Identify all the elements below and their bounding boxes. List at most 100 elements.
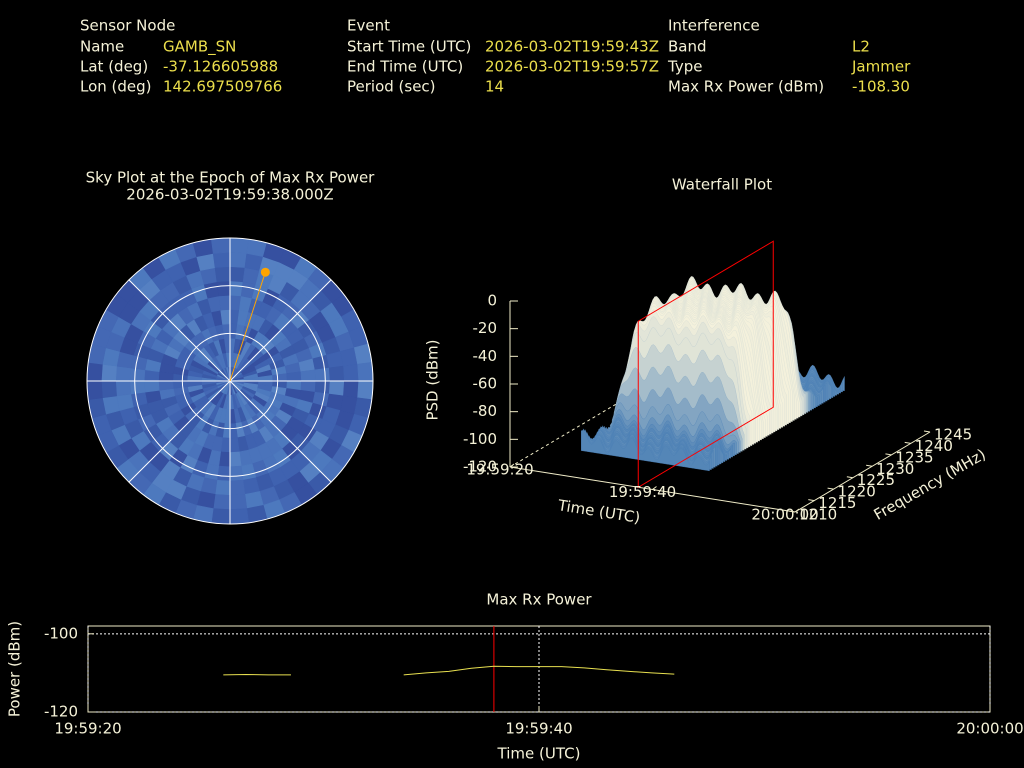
field-value: 2026-03-02T19:59:57Z (485, 58, 659, 76)
y-tick-label: 1210 (799, 506, 837, 524)
z-axis-label: PSD (dBm) (424, 339, 442, 420)
chart-subtitle: 2026-03-02T19:59:38.000Z (126, 186, 333, 204)
heatmap-cell (357, 380, 373, 401)
section-title: Sensor Node (80, 17, 175, 35)
z-tick-label: -120 (463, 458, 497, 476)
x-tick-label: 19:59:20 (466, 461, 533, 479)
heatmap-cell (229, 251, 248, 268)
y-tick (923, 430, 931, 433)
sky-heatmap (87, 238, 373, 524)
heatmap-cell (158, 380, 174, 391)
field-value: 2026-03-02T19:59:43Z (485, 38, 659, 56)
field-value: -108.30 (852, 78, 910, 96)
heatmap-cell (229, 465, 244, 482)
z-tick-label: -80 (473, 402, 498, 420)
x-tick (652, 486, 657, 490)
heatmap-cell (214, 479, 231, 496)
y-tick (866, 464, 873, 467)
field-label: Band (668, 38, 707, 56)
frequency-axis (794, 431, 931, 513)
z-tick-label: 0 (487, 292, 497, 310)
y-tick (885, 453, 892, 456)
field-label: Type (667, 58, 702, 76)
x-tick-label: 19:59:40 (505, 720, 572, 738)
heatmap-cell (129, 367, 146, 382)
y-tick-label: 1245 (934, 426, 972, 444)
satellite-point (260, 267, 270, 277)
back-axis (509, 386, 646, 468)
heatmap-cell (100, 363, 117, 382)
heatmap-cell (357, 361, 373, 382)
heatmap-cell (328, 365, 345, 382)
heatmap-cell (212, 494, 231, 511)
heatmap-cell (229, 508, 250, 524)
heatmap-cell (314, 380, 331, 395)
epoch-plane (637, 240, 774, 489)
power-plot: Max Rx Power -120 -100 19:59:20 19:59:40 20:0… (6, 591, 1024, 763)
field-label: Lon (deg) (80, 78, 152, 96)
field-value: -37.126605988 (163, 58, 278, 76)
y-axis-label: Power (dBm) (6, 621, 24, 717)
heatmap-cell (216, 280, 231, 297)
heatmap-cell (87, 380, 103, 401)
y-tick (827, 487, 834, 490)
field-value: Jammer (851, 58, 911, 76)
heatmap-cell (229, 437, 240, 453)
heatmap-cell (229, 494, 248, 511)
field-value: 14 (485, 78, 504, 96)
heatmap-cell (143, 380, 160, 393)
heatmap-cell (286, 371, 302, 382)
x-tick-label: 19:59:40 (609, 483, 676, 501)
power-line (223, 665, 675, 676)
heatmap-cell (343, 380, 360, 399)
sky-plot: Sky Plot at the Epoch of Max Rx Power202… (86, 169, 376, 525)
heatmap-cell (129, 380, 146, 395)
heatmap-cell (87, 361, 103, 382)
heatmap-cell (210, 508, 231, 524)
y-tick-label: -100 (44, 624, 78, 642)
field-label: Max Rx Power (dBm) (668, 78, 824, 96)
field-label: Period (sec) (347, 78, 436, 96)
y-tick-label: -120 (44, 703, 78, 721)
heatmap-cell (100, 380, 117, 399)
y-tick-label: 1225 (857, 471, 895, 489)
heatmap-cell (229, 451, 242, 468)
heatmap-cell (220, 309, 231, 325)
z-tick-label: -40 (473, 347, 498, 365)
chart-title: Max Rx Power (486, 591, 592, 609)
field-label: Name (80, 38, 124, 56)
y-tick-label: 1220 (838, 483, 876, 501)
x-axis-label: Time (UTC) (497, 745, 581, 763)
x-tick-label: 20:00:00 (956, 720, 1023, 738)
heatmap-cell (115, 365, 132, 382)
section-title: Event (347, 17, 390, 35)
heatmap-cell (229, 238, 250, 254)
heatmap-cell (214, 266, 231, 283)
field-value: 142.697509766 (163, 78, 282, 96)
y-tick (788, 510, 796, 513)
x-tick-label: 19:59:20 (54, 720, 121, 738)
surface-strip (581, 430, 710, 472)
field-label: Lat (deg) (80, 58, 148, 76)
y-tick-label: 1215 (818, 494, 856, 512)
chart-title: Sky Plot at the Epoch of Max Rx Power (86, 169, 376, 187)
heatmap-cell (328, 380, 345, 397)
y-tick (808, 499, 815, 502)
heatmap-cell (343, 363, 360, 382)
heatmap-cell (300, 369, 317, 382)
field-value: L2 (852, 38, 870, 56)
heatmap-cell (229, 266, 246, 283)
heatmap-cell (115, 380, 132, 397)
y-tick-label: 1235 (895, 448, 933, 466)
section-title: Interference (668, 17, 760, 35)
waterfall-plot: Waterfall Plot -120 -100 -80 -60 -40 -20 0 19:59… (424, 176, 989, 527)
heatmap-cell (218, 294, 231, 311)
heatmap-cell (216, 465, 231, 482)
x-tick (794, 508, 800, 513)
y-tick (846, 476, 853, 479)
z-tick-label: -20 (473, 319, 498, 337)
heatmap-cell (210, 238, 231, 254)
heatmap-cell (212, 251, 231, 268)
